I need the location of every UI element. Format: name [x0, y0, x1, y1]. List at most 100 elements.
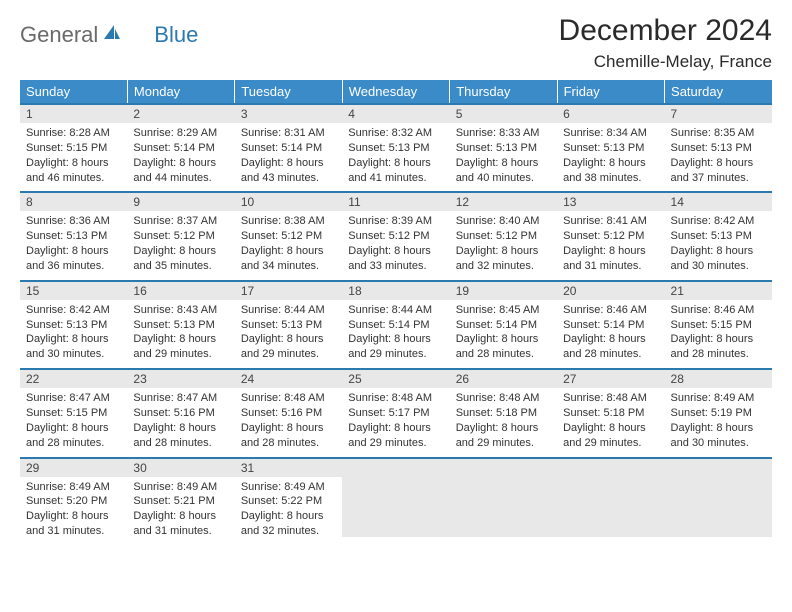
daylight-text-1: Daylight: 8 hours — [563, 244, 658, 259]
daylight-text-2: and 32 minutes. — [456, 259, 551, 274]
daylight-text-2: and 30 minutes. — [671, 436, 766, 451]
day-content: Sunrise: 8:49 AMSunset: 5:19 PMDaylight:… — [665, 388, 772, 456]
sunrise-text: Sunrise: 8:47 AM — [26, 391, 121, 406]
day-content: Sunrise: 8:32 AMSunset: 5:13 PMDaylight:… — [342, 123, 449, 191]
sunrise-text: Sunrise: 8:44 AM — [241, 303, 336, 318]
sunrise-text: Sunrise: 8:48 AM — [241, 391, 336, 406]
sunset-text: Sunset: 5:21 PM — [133, 494, 228, 509]
sunrise-text: Sunrise: 8:36 AM — [26, 214, 121, 229]
calendar-cell: 17Sunrise: 8:44 AMSunset: 5:13 PMDayligh… — [235, 281, 342, 369]
day-number: 11 — [342, 193, 449, 211]
day-content: Sunrise: 8:48 AMSunset: 5:18 PMDaylight:… — [557, 388, 664, 456]
sunrise-text: Sunrise: 8:38 AM — [241, 214, 336, 229]
day-number: 20 — [557, 282, 664, 300]
sunrise-text: Sunrise: 8:49 AM — [671, 391, 766, 406]
sunset-text: Sunset: 5:12 PM — [456, 229, 551, 244]
sunset-text: Sunset: 5:13 PM — [456, 141, 551, 156]
sunrise-text: Sunrise: 8:48 AM — [348, 391, 443, 406]
day-number: 9 — [127, 193, 234, 211]
daylight-text-1: Daylight: 8 hours — [671, 332, 766, 347]
header: General Blue December 2024 Chemille-Mela… — [20, 14, 772, 72]
sunset-text: Sunset: 5:13 PM — [563, 141, 658, 156]
calendar-cell: 21Sunrise: 8:46 AMSunset: 5:15 PMDayligh… — [665, 281, 772, 369]
daylight-text-1: Daylight: 8 hours — [348, 332, 443, 347]
daylight-text-1: Daylight: 8 hours — [456, 156, 551, 171]
sunrise-text: Sunrise: 8:31 AM — [241, 126, 336, 141]
day-number: 30 — [127, 459, 234, 477]
day-number: 18 — [342, 282, 449, 300]
daylight-text-2: and 40 minutes. — [456, 171, 551, 186]
day-content — [450, 477, 557, 537]
daylight-text-2: and 28 minutes. — [563, 347, 658, 362]
day-content: Sunrise: 8:44 AMSunset: 5:13 PMDaylight:… — [235, 300, 342, 368]
day-content: Sunrise: 8:48 AMSunset: 5:17 PMDaylight:… — [342, 388, 449, 456]
sunset-text: Sunset: 5:12 PM — [241, 229, 336, 244]
daylight-text-2: and 31 minutes. — [26, 524, 121, 539]
sunrise-text: Sunrise: 8:46 AM — [671, 303, 766, 318]
daylight-text-1: Daylight: 8 hours — [241, 156, 336, 171]
daylight-text-1: Daylight: 8 hours — [348, 421, 443, 436]
weekday-header: Sunday — [20, 80, 127, 104]
sunset-text: Sunset: 5:15 PM — [671, 318, 766, 333]
day-number: 28 — [665, 370, 772, 388]
day-number — [450, 459, 557, 477]
daylight-text-2: and 28 minutes. — [26, 436, 121, 451]
daylight-text-1: Daylight: 8 hours — [26, 156, 121, 171]
calendar-cell: 12Sunrise: 8:40 AMSunset: 5:12 PMDayligh… — [450, 192, 557, 280]
calendar-cell: 29Sunrise: 8:49 AMSunset: 5:20 PMDayligh… — [20, 458, 127, 546]
day-content: Sunrise: 8:33 AMSunset: 5:13 PMDaylight:… — [450, 123, 557, 191]
sunrise-text: Sunrise: 8:49 AM — [133, 480, 228, 495]
daylight-text-2: and 44 minutes. — [133, 171, 228, 186]
day-number: 8 — [20, 193, 127, 211]
daylight-text-2: and 30 minutes. — [671, 259, 766, 274]
daylight-text-1: Daylight: 8 hours — [133, 244, 228, 259]
calendar-cell: 6Sunrise: 8:34 AMSunset: 5:13 PMDaylight… — [557, 104, 664, 192]
day-number: 17 — [235, 282, 342, 300]
sunset-text: Sunset: 5:19 PM — [671, 406, 766, 421]
day-content: Sunrise: 8:48 AMSunset: 5:16 PMDaylight:… — [235, 388, 342, 456]
day-content: Sunrise: 8:41 AMSunset: 5:12 PMDaylight:… — [557, 211, 664, 279]
calendar-cell: 30 Sunrise: 8:49 AMSunset: 5:21 PMDayligh… — [127, 458, 234, 546]
day-number: 24 — [235, 370, 342, 388]
sunset-text: Sunset: 5:16 PM — [133, 406, 228, 421]
sunset-text: Sunset: 5:12 PM — [348, 229, 443, 244]
sunrise-text: Sunrise: 8:42 AM — [671, 214, 766, 229]
sunset-text: Sunset: 5:12 PM — [133, 229, 228, 244]
day-content: Sunrise: 8:38 AMSunset: 5:12 PMDaylight:… — [235, 211, 342, 279]
day-number: 26 — [450, 370, 557, 388]
calendar-cell: 31Sunrise: 8:49 AMSunset: 5:22 PMDayligh… — [235, 458, 342, 546]
daylight-text-1: Daylight: 8 hours — [456, 421, 551, 436]
day-number — [557, 459, 664, 477]
daylight-text-2: and 28 minutes. — [456, 347, 551, 362]
sunset-text: Sunset: 5:13 PM — [241, 318, 336, 333]
sunrise-text: Sunrise: 8:45 AM — [456, 303, 551, 318]
daylight-text-1: Daylight: 8 hours — [241, 509, 336, 524]
daylight-text-2: and 38 minutes. — [563, 171, 658, 186]
day-content: Sunrise: 8:39 AMSunset: 5:12 PMDaylight:… — [342, 211, 449, 279]
daylight-text-2: and 41 minutes. — [348, 171, 443, 186]
daylight-text-1: Daylight: 8 hours — [26, 332, 121, 347]
weekday-header: Wednesday — [342, 80, 449, 104]
calendar-cell — [557, 458, 664, 546]
daylight-text-2: and 29 minutes. — [348, 436, 443, 451]
sunrise-text: Sunrise: 8:40 AM — [456, 214, 551, 229]
sunrise-text: Sunrise: 8:33 AM — [456, 126, 551, 141]
daylight-text-2: and 35 minutes. — [133, 259, 228, 274]
day-content: Sunrise: 8:47 AMSunset: 5:15 PMDaylight:… — [20, 388, 127, 456]
daylight-text-1: Daylight: 8 hours — [133, 421, 228, 436]
daylight-text-2: and 29 minutes. — [563, 436, 658, 451]
daylight-text-1: Daylight: 8 hours — [563, 421, 658, 436]
daylight-text-2: and 46 minutes. — [26, 171, 121, 186]
day-number — [342, 459, 449, 477]
day-number: 16 — [127, 282, 234, 300]
logo: General Blue — [20, 14, 198, 48]
day-content: Sunrise: 8:34 AMSunset: 5:13 PMDaylight:… — [557, 123, 664, 191]
day-content: Sunrise: 8:43 AMSunset: 5:13 PMDaylight:… — [127, 300, 234, 368]
daylight-text-2: and 29 minutes. — [241, 347, 336, 362]
day-content: Sunrise: 8:47 AMSunset: 5:16 PMDaylight:… — [127, 388, 234, 456]
day-number: 29 — [20, 459, 127, 477]
calendar-cell: 7Sunrise: 8:35 AMSunset: 5:13 PMDaylight… — [665, 104, 772, 192]
day-number: 25 — [342, 370, 449, 388]
daylight-text-1: Daylight: 8 hours — [133, 509, 228, 524]
sunset-text: Sunset: 5:14 PM — [563, 318, 658, 333]
